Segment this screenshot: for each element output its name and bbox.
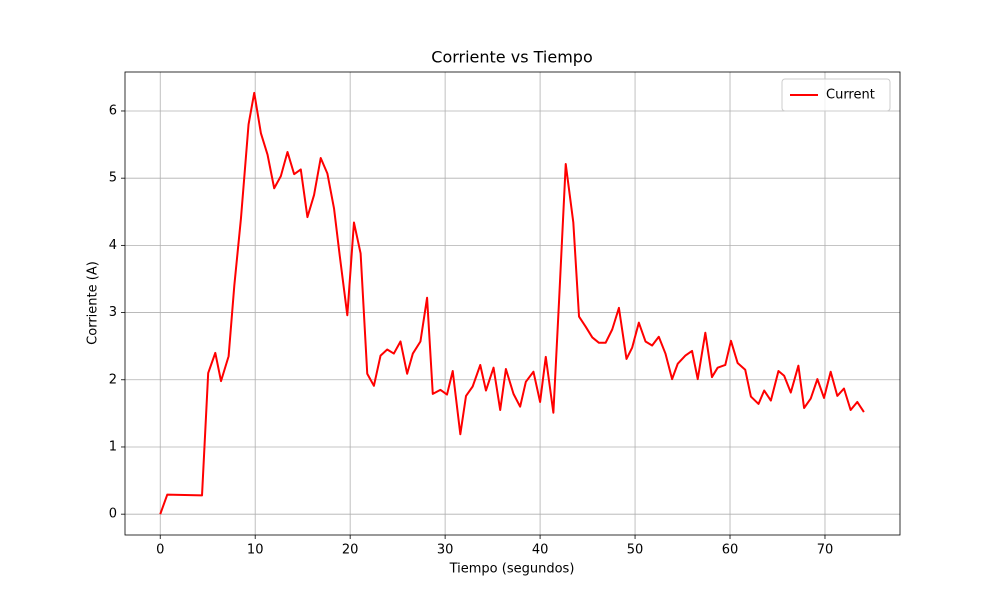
- y-axis-label: Corriente (A): [86, 261, 101, 345]
- line-series: [159, 91, 865, 515]
- x-tick-label: 50: [627, 543, 644, 558]
- y-tick-label: 1: [109, 439, 117, 454]
- x-tick-label: 30: [437, 543, 454, 558]
- plot: [159, 91, 865, 515]
- x-tick-label: 40: [532, 543, 549, 558]
- y-tick-label: 2: [109, 372, 117, 387]
- x-tick-label: 0: [156, 543, 164, 558]
- axes-frame: [124, 71, 901, 536]
- legend-box: [781, 78, 891, 112]
- y-tick-label: 0: [109, 507, 117, 522]
- legend-label: Current: [826, 88, 875, 103]
- y-tick-label: 6: [109, 103, 117, 118]
- x-tick-label: 70: [817, 543, 834, 558]
- chart-title: Corriente vs Tiempo: [431, 48, 592, 67]
- x-tick-label: 20: [342, 543, 359, 558]
- y-tick-label: 4: [109, 238, 117, 253]
- x-axis-label: Tiempo (segundos): [449, 562, 575, 577]
- x-tick-label: 10: [247, 543, 264, 558]
- grid: 0 10 20 30 40 50 60 70 0 1 2 3 4 5 6: [109, 72, 900, 558]
- y-tick-label: 5: [109, 171, 117, 186]
- legend: Current: [781, 78, 891, 112]
- y-tick-label: 3: [109, 305, 117, 320]
- x-tick-label: 60: [722, 543, 739, 558]
